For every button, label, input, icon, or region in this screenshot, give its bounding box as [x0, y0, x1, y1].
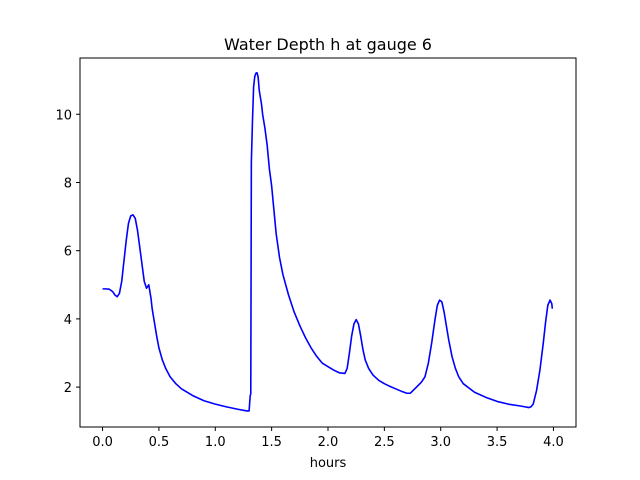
y-tick-label: 8: [64, 176, 72, 191]
x-tick-label: 0.5: [149, 435, 170, 450]
y-tick-label: 10: [55, 108, 72, 123]
y-axis-ticks: 2 4 6 8 10: [55, 108, 80, 396]
y-tick-label: 6: [64, 245, 72, 260]
x-tick-label: 0.0: [92, 435, 113, 450]
y-tick-label: 2: [64, 381, 72, 396]
plot-frame: [79, 57, 577, 428]
x-tick-label: 1.5: [261, 435, 282, 450]
x-axis-ticks: 0.0 0.5 1.0 1.5 2.0 2.5 3.0 3.5 4.0: [92, 427, 564, 450]
series-line-0: [102, 71, 554, 412]
x-tick-label: 1.0: [205, 435, 226, 450]
series-layer: [102, 71, 554, 412]
x-tick-label: 3.0: [430, 435, 451, 450]
x-tick-label: 3.5: [487, 435, 508, 450]
y-tick-label: 4: [64, 313, 72, 328]
x-tick-label: 2.0: [318, 435, 339, 450]
chart-title: Water Depth h at gauge 6: [224, 35, 432, 54]
x-axis-label: hours: [310, 456, 347, 471]
x-tick-label: 2.5: [374, 435, 395, 450]
x-tick-label: 4.0: [543, 435, 564, 450]
